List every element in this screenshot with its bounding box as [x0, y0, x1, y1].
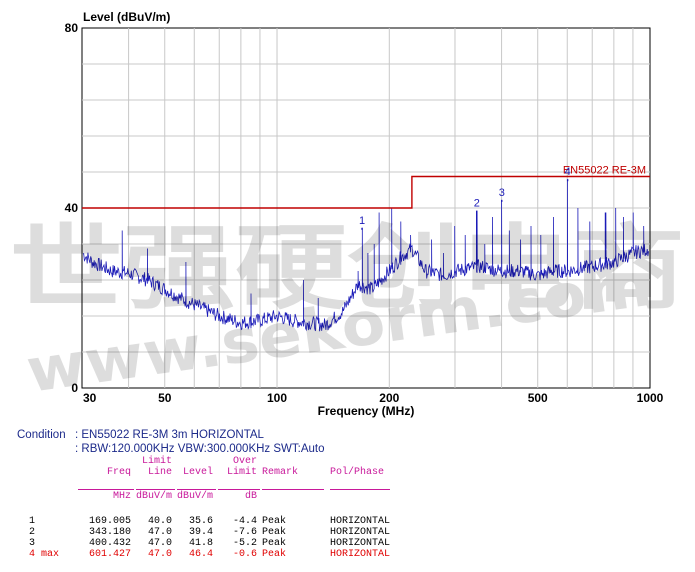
- trace-line: [82, 179, 649, 332]
- x-tick-label: 200: [379, 391, 399, 405]
- table-header: Remark: [262, 467, 299, 478]
- y-tick-label: 0: [71, 381, 78, 395]
- cell-over: -7.6: [232, 527, 257, 538]
- header-underline: [136, 489, 175, 490]
- cell-pol: HORIZONTAL: [330, 538, 391, 549]
- condition-row-1: Condition : EN55022 RE-3M 3m HORIZONTAL: [17, 428, 325, 442]
- cell-remark: Peak: [262, 549, 287, 560]
- condition-row-2: : RBW:120.000KHz VBW:300.000KHz SWT:Auto: [17, 442, 325, 456]
- x-axis-label: Frequency (MHz): [318, 404, 415, 418]
- cell-pol: HORIZONTAL: [330, 549, 391, 560]
- condition-settings: : RBW:120.000KHz VBW:300.000KHz SWT:Auto: [75, 443, 325, 455]
- markers: 1 2 3 4: [359, 166, 571, 230]
- header-underline: [330, 489, 390, 490]
- header-underline: [177, 489, 216, 490]
- cell-freq: 601.427: [88, 549, 131, 560]
- cell-remark: Peak: [262, 516, 287, 527]
- cell-level: 41.8: [188, 538, 213, 549]
- limit-line: [82, 175, 650, 209]
- condition-standard: : EN55022 RE-3M 3m HORIZONTAL: [75, 429, 264, 441]
- cell-limit: 47.0: [147, 527, 172, 538]
- cell-remark: Peak: [262, 538, 287, 549]
- table-header-unit: dBuV/m: [135, 491, 172, 502]
- row-number: 2: [29, 527, 36, 538]
- cell-freq: 343.180: [88, 527, 131, 538]
- header-underline: [78, 489, 134, 490]
- x-tick-label: 30: [83, 391, 97, 405]
- marker-label: 3: [499, 187, 505, 199]
- measurement-trace: [82, 179, 649, 332]
- table-header-unit: dB: [244, 491, 257, 502]
- header-underline: [218, 489, 260, 490]
- cell-over: -5.2: [232, 538, 257, 549]
- table-header-top: Limit: [141, 456, 172, 467]
- marker-label: 1: [359, 215, 365, 227]
- marker-label: 4: [565, 166, 571, 178]
- cell-level: 39.4: [188, 527, 213, 538]
- marker-label: 2: [474, 198, 480, 210]
- y-tick-label: 40: [65, 201, 79, 215]
- table-header-top: Over: [232, 456, 257, 467]
- table-header-unit: MHz: [112, 491, 131, 502]
- row-number: 4 max: [29, 549, 60, 560]
- cell-limit: 47.0: [147, 549, 172, 560]
- cell-level: 35.6: [188, 516, 213, 527]
- cell-limit: 47.0: [147, 538, 172, 549]
- watermark-cn: 世强硬创电商: [10, 215, 685, 322]
- x-tick-label: 50: [158, 391, 172, 405]
- condition-label: Condition: [17, 429, 66, 441]
- table-header: Level: [182, 467, 213, 478]
- row-number: 3: [29, 538, 36, 549]
- table-header-unit: dBuV/m: [176, 491, 213, 502]
- cell-pol: HORIZONTAL: [330, 516, 391, 527]
- y-tick-labels: 0 40 80: [65, 21, 79, 395]
- cell-over: -4.4: [232, 516, 257, 527]
- table-header: Pol/Phase: [330, 467, 385, 478]
- table-header: Limit: [226, 467, 257, 478]
- y-axis-label: Level (dBuV/m): [83, 10, 170, 24]
- cell-freq: 169.005: [88, 516, 131, 527]
- cell-remark: Peak: [262, 527, 287, 538]
- header-underline: [262, 489, 324, 490]
- cell-freq: 400.432: [88, 538, 131, 549]
- x-tick-label: 500: [528, 391, 548, 405]
- cell-limit: 40.0: [147, 516, 172, 527]
- cell-pol: HORIZONTAL: [330, 527, 391, 538]
- x-tick-label: 1000: [637, 391, 664, 405]
- row-number: 1: [29, 516, 36, 527]
- table-header: Line: [147, 467, 172, 478]
- condition-block: Condition : EN55022 RE-3M 3m HORIZONTAL …: [17, 428, 325, 456]
- table-header: Freq: [106, 467, 131, 478]
- x-tick-label: 100: [267, 391, 287, 405]
- cell-over: -0.6: [232, 549, 257, 560]
- x-tick-labels: 30 50 100 200 500 1000: [83, 391, 664, 405]
- y-tick-label: 80: [65, 21, 79, 35]
- limit-line-label: EN55022 RE-3M: [563, 165, 646, 177]
- cell-level: 46.4: [188, 549, 213, 560]
